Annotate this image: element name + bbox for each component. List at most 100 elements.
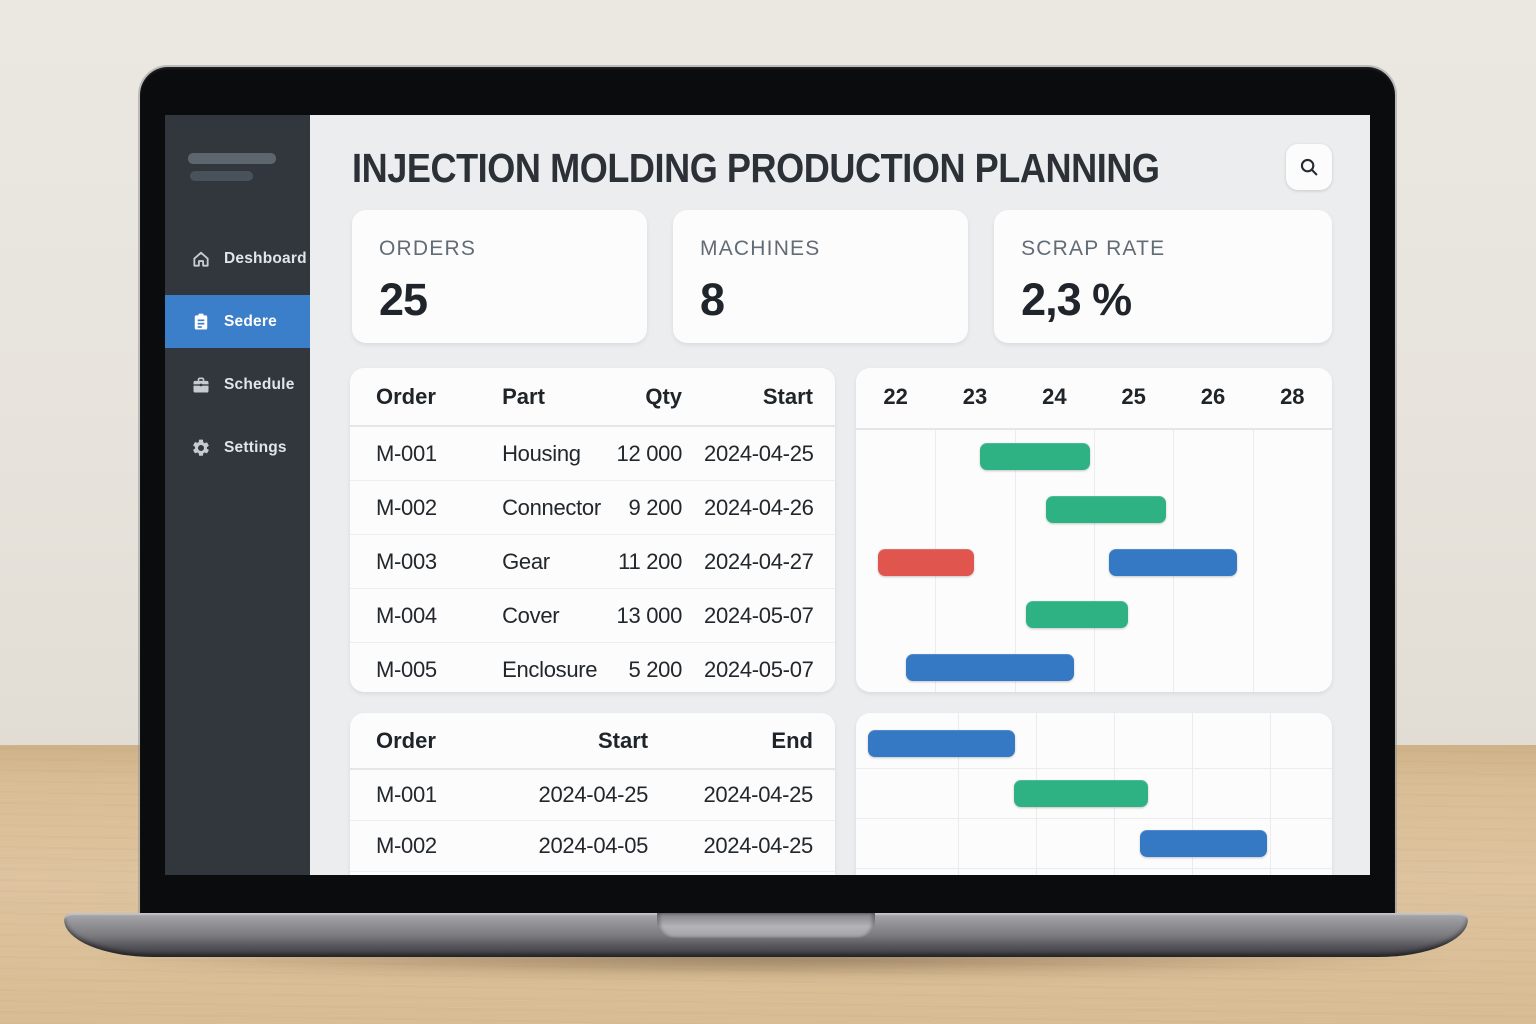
table-cell: M-001 (376, 440, 437, 466)
table-cell: 2024-04-25 (538, 782, 649, 807)
gantt-bar-green[interactable] (1025, 601, 1128, 629)
schedule-table: Order Start End M-001 2024-04-25 2024-04-25 M… (350, 713, 835, 875)
search-button[interactable] (1286, 144, 1332, 190)
gantt-bar-red[interactable] (877, 548, 975, 576)
table-cell: 12 000 (616, 440, 683, 466)
main-content: INJECTION MOLDING PRODUCTION PLANNING OR… (310, 115, 1370, 875)
table-cell: 13 000 (616, 602, 683, 628)
schedule-briefcase-icon (191, 375, 211, 395)
home-icon (191, 249, 211, 269)
sidebar: Deshboard Sedere Schedule Settings (165, 115, 310, 875)
sidebar-item-schedule[interactable]: Schedule (165, 358, 310, 411)
orders-table-body: M-001 Housing 12 000 2024-04-25 M-002 Connect… (350, 427, 835, 692)
table-row[interactable]: M-001 Housing 12 000 2024-04-25 (350, 427, 835, 481)
gantt-bar-green[interactable] (1045, 495, 1166, 523)
table-cell: M-002 (376, 494, 437, 520)
table-cell: 2024-04-25 (704, 440, 814, 466)
sidebar-item-label: Deshboard (224, 249, 307, 267)
laptop-lid-notch (657, 913, 875, 938)
orders-gantt-chart: 22 23 24 25 26 28 (856, 368, 1332, 692)
gantt-plot-area (856, 713, 1332, 875)
table-row[interactable]: M-002 Connector 9 200 2024-04-26 (350, 481, 835, 535)
settings-gear-icon (191, 438, 211, 458)
sidebar-item-label: Settings (224, 438, 287, 456)
table-cell: M-001 (376, 782, 437, 807)
sidebar-item-label: Schedule (224, 375, 295, 393)
gantt-bar-blue[interactable] (867, 730, 1015, 757)
table-cell: 2024-04-25 (703, 782, 813, 807)
stat-value: 8 (700, 274, 725, 325)
orders-table: Order Part Qty Start M-001 Housing 12 000 2024… (350, 368, 835, 692)
table-row[interactable]: M-004 Cover 13 000 2024-05-07 (350, 589, 835, 643)
table-row[interactable]: M-005 Enclosure 5 200 2024-05-07 (350, 643, 835, 692)
table-cell: M-004 (376, 602, 437, 628)
gantt-day-label: 23 (962, 384, 988, 409)
gantt-bar-blue[interactable] (905, 654, 1074, 682)
gantt-gridline (958, 713, 959, 875)
table-row[interactable]: M-003 Gear 11 200 2024-04-27 (350, 535, 835, 589)
laptop-base (64, 913, 1468, 957)
gantt-bar-green[interactable] (1014, 780, 1149, 807)
gantt-day-label: 26 (1200, 384, 1226, 409)
table-cell: M-005 (376, 656, 437, 682)
column-header: Order (376, 727, 436, 753)
table-cell: M-003 (376, 548, 437, 574)
stat-value: 25 (379, 274, 428, 325)
schedule-table-header: Order Start End (350, 713, 835, 770)
sidebar-item-dashboard[interactable]: Deshboard (165, 232, 310, 285)
gantt-day-label: 25 (1121, 384, 1146, 409)
column-header: Qty (645, 383, 683, 409)
gantt-gridline (1192, 713, 1193, 875)
column-header: End (771, 727, 813, 753)
schedule-gantt-chart (856, 713, 1332, 875)
app-logo (188, 153, 276, 181)
table-cell: 2024-04-27 (704, 548, 814, 574)
sidebar-item-settings[interactable]: Settings (165, 421, 310, 474)
orders-table-header: Order Part Qty Start (350, 368, 835, 427)
stat-cards: ORDERS 25 MACHINES 8 SCRAP RATE 2,3 % (352, 210, 1332, 343)
table-cell: 2024-04-25 (703, 833, 813, 858)
column-header: Order (376, 383, 436, 409)
search-icon (1298, 156, 1320, 178)
gantt-gridline (1270, 713, 1271, 875)
gantt-day-label: 28 (1280, 384, 1305, 409)
stat-label: SCRAP RATE (1021, 237, 1166, 260)
gantt-bar-blue[interactable] (1140, 830, 1268, 857)
table-cell: Enclosure (502, 656, 598, 682)
gantt-gridline (856, 868, 1332, 869)
table-cell: Gear (502, 548, 550, 574)
gantt-gridline (856, 818, 1332, 819)
gantt-day-axis: 22 23 24 25 26 28 (856, 368, 1332, 430)
gantt-plot-area (856, 430, 1332, 692)
logo-bar (188, 153, 276, 164)
stat-value: 2,3 % (1021, 274, 1132, 325)
table-cell: 9 200 (628, 494, 683, 520)
gantt-day-label: 22 (883, 384, 908, 409)
gantt-gridline (1253, 430, 1254, 692)
sidebar-nav: Deshboard Sedere Schedule Settings (165, 232, 310, 474)
gantt-gridline (1015, 430, 1016, 692)
table-cell: 2024-05-07 (704, 602, 814, 628)
stat-card-machines: MACHINES 8 (673, 210, 969, 343)
column-header: Part (502, 383, 545, 409)
table-cell: 2024-05-07 (704, 656, 814, 682)
table-cell: M-002 (376, 833, 437, 858)
table-cell: 5 200 (628, 656, 683, 682)
table-cell: 2024-04-26 (704, 494, 814, 520)
table-cell: 2024-04-05 (538, 833, 649, 858)
sidebar-item-orders[interactable]: Sedere (165, 295, 310, 348)
stat-card-scrap-rate: SCRAP RATE 2,3 % (994, 210, 1332, 343)
logo-bar (190, 171, 253, 181)
table-row[interactable]: M-001 2024-04-25 2024-04-25 (350, 770, 835, 821)
stat-label: ORDERS (379, 237, 477, 260)
column-header: Start (762, 383, 813, 409)
stat-label: MACHINES (700, 237, 821, 260)
column-header: Start (597, 727, 649, 753)
table-cell: Housing (502, 440, 581, 466)
gantt-bar-blue[interactable] (1109, 548, 1238, 576)
laptop-bezel: Deshboard Sedere Schedule Settings INJEC… (140, 67, 1395, 915)
orders-clipboard-icon (191, 312, 211, 332)
table-cell: Connector (502, 494, 601, 520)
gantt-bar-green[interactable] (979, 443, 1090, 470)
table-row[interactable]: M-002 2024-04-05 2024-04-25 (350, 821, 835, 872)
